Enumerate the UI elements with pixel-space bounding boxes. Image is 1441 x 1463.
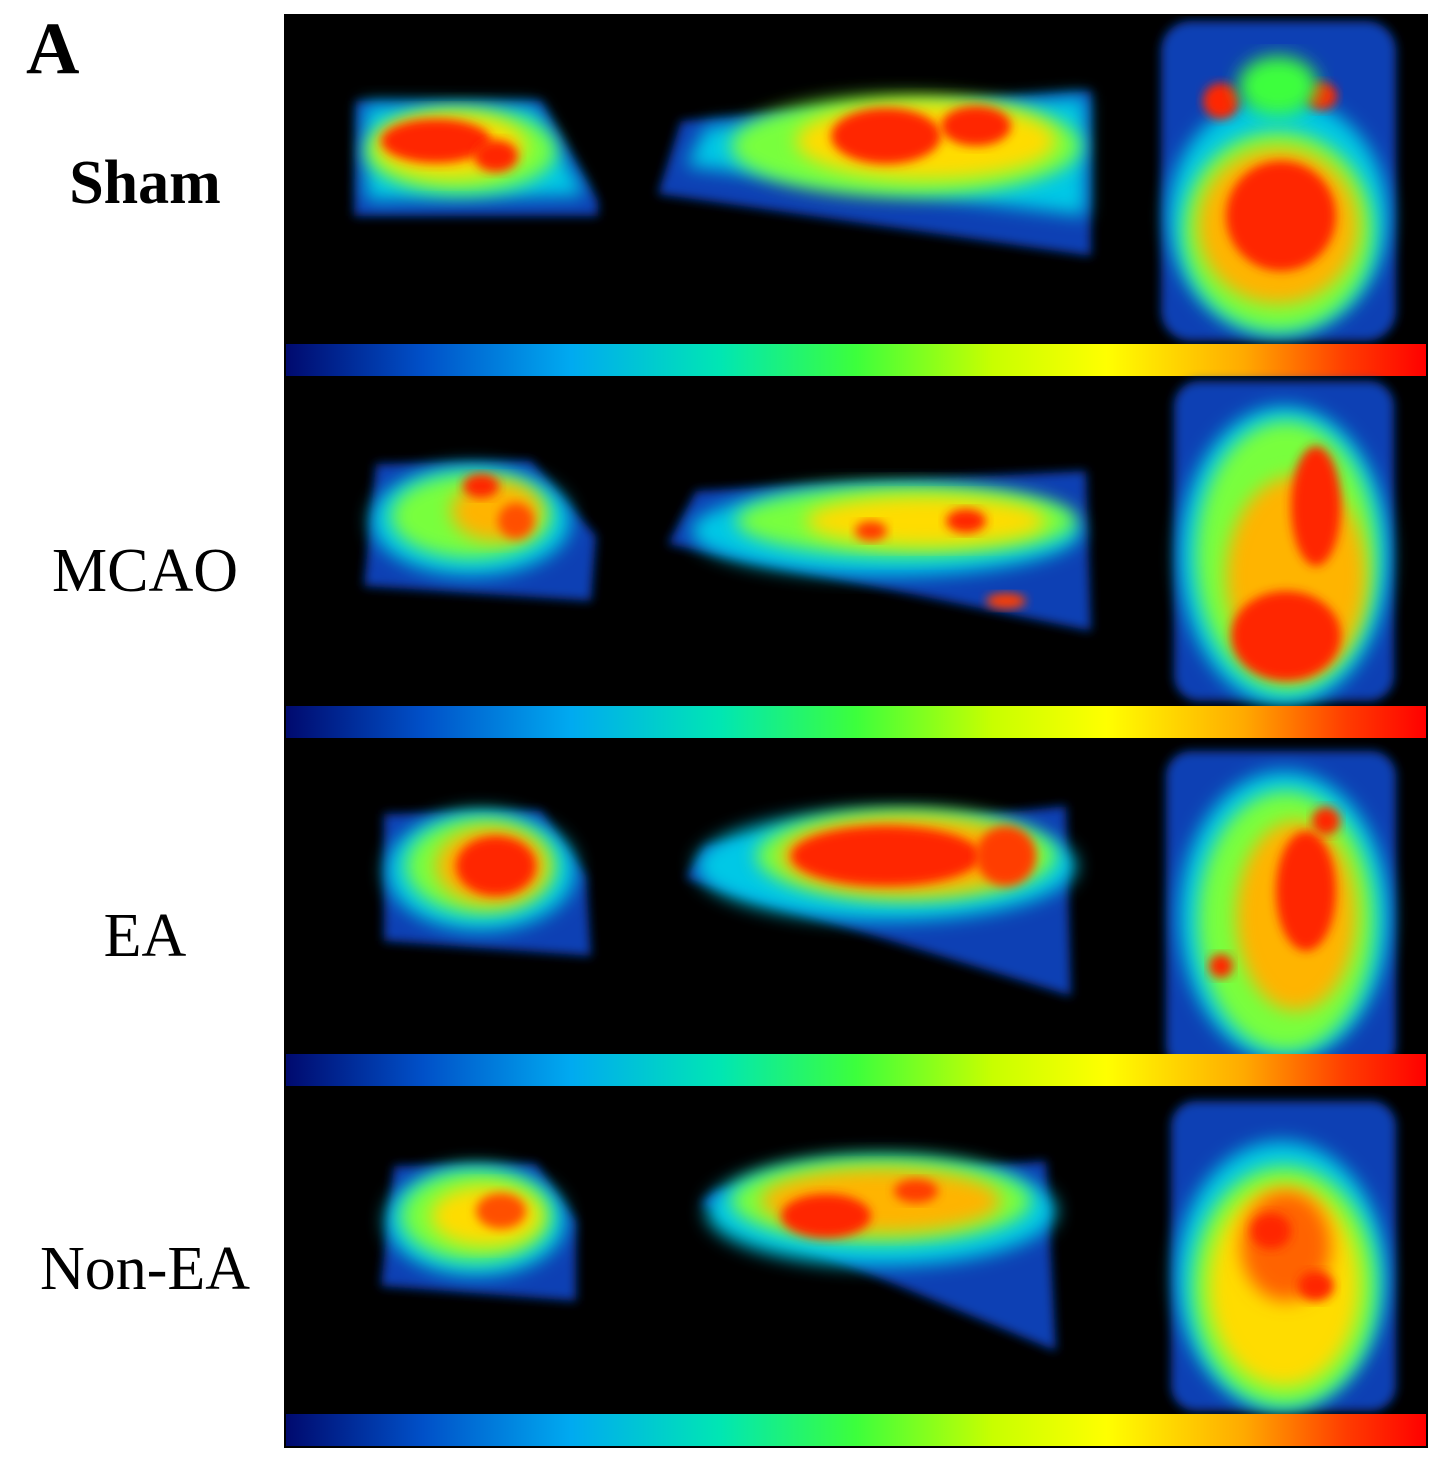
row-mcao-images <box>364 381 1394 706</box>
row-label-non-ea: Non-EA <box>39 1235 251 1303</box>
colorbar-sham <box>286 344 1426 376</box>
mcao-horizontal-view <box>1174 381 1394 706</box>
non-ea-coronal-view <box>381 1164 576 1301</box>
mcao-sagittal-view <box>668 471 1091 631</box>
colorbar-non-ea <box>286 1414 1426 1446</box>
ea-horizontal-view <box>1166 751 1396 1071</box>
row-non-ea-images <box>381 1101 1396 1411</box>
sham-horizontal-view <box>1161 21 1396 341</box>
pet-image-svg <box>286 21 1426 1446</box>
sham-coronal-view <box>354 101 598 216</box>
colorbar-mcao <box>286 706 1426 738</box>
ea-coronal-view <box>384 811 591 956</box>
row-label-sham: Sham <box>69 149 221 217</box>
panel-letter: A <box>26 8 80 90</box>
sham-sagittal-view <box>658 91 1091 256</box>
ea-sagittal-view <box>686 806 1076 996</box>
non-ea-horizontal-view <box>1171 1101 1396 1411</box>
row-ea-images <box>384 751 1396 1071</box>
colorbar-ea <box>286 1054 1426 1086</box>
pet-image-panel <box>284 14 1428 1448</box>
row-label-mcao: MCAO <box>51 537 239 605</box>
mcao-coronal-view <box>364 461 596 601</box>
row-label-ea: EA <box>103 902 187 970</box>
non-ea-sagittal-view <box>701 1156 1056 1351</box>
row-sham-images <box>354 21 1396 341</box>
